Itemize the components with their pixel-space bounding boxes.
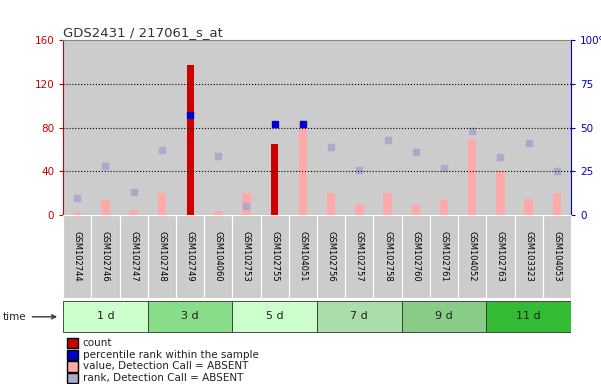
Text: GSM102753: GSM102753	[242, 231, 251, 282]
Text: time: time	[3, 312, 56, 322]
FancyBboxPatch shape	[148, 215, 176, 298]
Bar	[271, 144, 278, 215]
Text: GSM102758: GSM102758	[383, 231, 392, 282]
Bar	[299, 122, 307, 215]
Bar	[186, 65, 194, 215]
Text: GSM102756: GSM102756	[326, 231, 335, 282]
Text: GSM104052: GSM104052	[468, 231, 477, 281]
FancyBboxPatch shape	[401, 301, 486, 332]
Bar	[552, 193, 561, 215]
Text: GSM102757: GSM102757	[355, 231, 364, 282]
Bar	[430, 40, 458, 215]
Bar	[525, 199, 533, 215]
Bar	[73, 212, 82, 215]
Text: GDS2431 / 217061_s_at: GDS2431 / 217061_s_at	[63, 26, 223, 39]
Bar	[355, 204, 364, 215]
Bar	[129, 210, 138, 215]
FancyBboxPatch shape	[401, 215, 430, 298]
Text: GSM102761: GSM102761	[439, 231, 448, 282]
Text: GSM104051: GSM104051	[299, 231, 308, 281]
Text: value, Detection Call = ABSENT: value, Detection Call = ABSENT	[82, 361, 248, 371]
Bar	[412, 204, 420, 215]
Bar	[401, 40, 430, 215]
Bar	[186, 211, 194, 215]
FancyBboxPatch shape	[91, 215, 120, 298]
FancyBboxPatch shape	[204, 215, 233, 298]
FancyBboxPatch shape	[345, 215, 373, 298]
Text: GSM102755: GSM102755	[270, 231, 279, 281]
Text: GSM102747: GSM102747	[129, 231, 138, 282]
Bar	[327, 193, 335, 215]
FancyBboxPatch shape	[458, 215, 486, 298]
Bar	[514, 40, 543, 215]
FancyBboxPatch shape	[317, 215, 345, 298]
Bar	[233, 40, 261, 215]
FancyBboxPatch shape	[63, 301, 148, 332]
Bar	[214, 211, 222, 215]
Bar	[440, 200, 448, 215]
Bar	[383, 193, 392, 215]
Bar	[468, 139, 477, 215]
FancyBboxPatch shape	[317, 301, 401, 332]
Text: GSM104053: GSM104053	[552, 231, 561, 281]
Bar	[345, 40, 373, 215]
Bar	[543, 40, 571, 215]
FancyBboxPatch shape	[67, 361, 78, 372]
Bar	[176, 40, 204, 215]
FancyBboxPatch shape	[63, 215, 91, 298]
Text: count: count	[82, 338, 112, 348]
FancyBboxPatch shape	[148, 301, 233, 332]
FancyBboxPatch shape	[67, 373, 78, 383]
Text: percentile rank within the sample: percentile rank within the sample	[82, 350, 258, 360]
Text: GSM104060: GSM104060	[214, 231, 223, 281]
Text: rank, Detection Call = ABSENT: rank, Detection Call = ABSENT	[82, 373, 243, 383]
FancyBboxPatch shape	[233, 301, 317, 332]
Text: GSM102760: GSM102760	[411, 231, 420, 282]
FancyBboxPatch shape	[486, 215, 514, 298]
Bar	[289, 40, 317, 215]
Bar	[120, 40, 148, 215]
Bar	[261, 40, 289, 215]
Text: 1 d: 1 d	[97, 311, 114, 321]
Text: 7 d: 7 d	[350, 311, 368, 321]
Text: 3 d: 3 d	[182, 311, 199, 321]
FancyBboxPatch shape	[373, 215, 401, 298]
Text: GSM102763: GSM102763	[496, 231, 505, 282]
Text: GSM102749: GSM102749	[186, 231, 195, 281]
Bar	[486, 40, 514, 215]
FancyBboxPatch shape	[233, 215, 261, 298]
Text: GSM102746: GSM102746	[101, 231, 110, 282]
FancyBboxPatch shape	[430, 215, 458, 298]
Text: 11 d: 11 d	[516, 311, 541, 321]
Text: GSM102744: GSM102744	[73, 231, 82, 281]
Bar	[242, 193, 251, 215]
Text: 9 d: 9 d	[435, 311, 453, 321]
Bar	[148, 40, 176, 215]
Text: GSM102748: GSM102748	[157, 231, 166, 282]
Bar	[496, 171, 505, 215]
FancyBboxPatch shape	[486, 301, 571, 332]
Bar	[63, 40, 91, 215]
Bar	[317, 40, 345, 215]
Text: GSM103323: GSM103323	[524, 231, 533, 282]
FancyBboxPatch shape	[261, 215, 289, 298]
Text: 5 d: 5 d	[266, 311, 284, 321]
Bar	[157, 193, 166, 215]
Bar	[204, 40, 233, 215]
Bar	[458, 40, 486, 215]
FancyBboxPatch shape	[514, 215, 543, 298]
FancyBboxPatch shape	[120, 215, 148, 298]
FancyBboxPatch shape	[67, 350, 78, 360]
Bar	[373, 40, 401, 215]
Bar	[91, 40, 120, 215]
FancyBboxPatch shape	[543, 215, 571, 298]
FancyBboxPatch shape	[176, 215, 204, 298]
Bar	[101, 200, 109, 215]
FancyBboxPatch shape	[67, 338, 78, 348]
FancyBboxPatch shape	[289, 215, 317, 298]
